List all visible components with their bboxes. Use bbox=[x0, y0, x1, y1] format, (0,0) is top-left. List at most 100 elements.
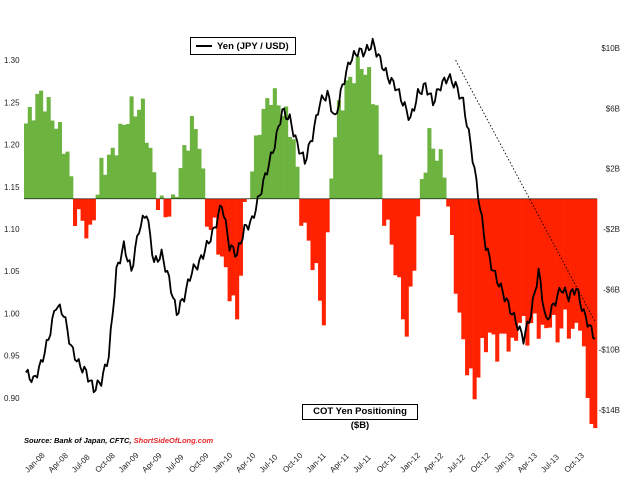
cot-bar bbox=[171, 194, 176, 199]
cot-bar bbox=[114, 155, 119, 199]
cot-bar bbox=[566, 198, 571, 339]
x-tick-label: Oct-11 bbox=[375, 451, 398, 474]
cot-bar bbox=[498, 198, 504, 334]
cot-bar bbox=[589, 198, 594, 424]
cot-bar bbox=[129, 96, 134, 199]
cot-bar bbox=[544, 198, 549, 329]
cot-bar bbox=[155, 198, 161, 211]
right-tick-label: -$6B bbox=[603, 285, 620, 294]
cot-bar bbox=[57, 121, 62, 199]
cot-bar bbox=[287, 136, 292, 199]
cot-bar bbox=[125, 124, 130, 199]
x-tick-label: Jan-11 bbox=[305, 451, 329, 475]
x-tick-label: Jul-13 bbox=[539, 452, 561, 474]
cot-bar bbox=[593, 198, 598, 429]
x-tick-label: Apr-08 bbox=[47, 451, 71, 475]
cot-bar bbox=[257, 134, 262, 199]
cot-bar bbox=[106, 154, 111, 199]
x-tick-label: Apr-09 bbox=[140, 451, 164, 475]
cot-bar bbox=[374, 105, 379, 199]
cot-bar bbox=[167, 198, 172, 217]
source-note: Source: Bank of Japan, CFTC, ShortSideOf… bbox=[24, 436, 213, 445]
x-axis-ticks: Jan-08 Apr-08 Jul-08 Oct-08 Jan-09 Apr-09 Jul-… bbox=[23, 450, 586, 474]
cot-bar bbox=[220, 198, 225, 257]
cot-bar bbox=[80, 198, 85, 221]
yen-legend: Yen (JPY / USD) bbox=[190, 37, 296, 55]
cot-bar bbox=[223, 198, 228, 268]
cot-bar bbox=[174, 196, 179, 199]
cot-bar bbox=[547, 198, 553, 328]
cot-bar bbox=[110, 147, 115, 199]
cot-bar bbox=[24, 123, 29, 199]
cot-bar bbox=[133, 116, 138, 199]
x-tick-label: Oct-13 bbox=[563, 451, 587, 475]
cot-bar bbox=[103, 174, 108, 199]
cot-bar bbox=[95, 194, 100, 199]
cot-bar bbox=[555, 198, 560, 343]
cot-bar bbox=[419, 179, 424, 199]
x-tick-label: Oct-08 bbox=[93, 451, 117, 475]
cot-bar bbox=[465, 198, 470, 376]
cot-bar bbox=[382, 198, 387, 226]
cot-bar bbox=[431, 148, 436, 199]
x-tick-label: Jan-10 bbox=[211, 450, 235, 474]
cot-bar bbox=[570, 198, 575, 329]
cot-bar bbox=[302, 198, 308, 223]
cot-bar bbox=[186, 150, 191, 199]
x-tick-label: Jan-12 bbox=[398, 450, 422, 474]
left-tick-label: 0.90 bbox=[4, 394, 20, 403]
cot-bar bbox=[446, 198, 451, 207]
cot-bar bbox=[578, 198, 583, 331]
cot-bar bbox=[148, 147, 153, 199]
cot-bar bbox=[397, 198, 402, 278]
x-tick-label: Oct-12 bbox=[469, 451, 493, 475]
cot-bar bbox=[480, 198, 485, 338]
x-tick-label: Jul-09 bbox=[164, 452, 186, 474]
yen-line-series bbox=[25, 37, 596, 394]
cot-bar bbox=[333, 137, 338, 199]
cot-bar bbox=[532, 198, 537, 314]
cot-bar bbox=[438, 149, 443, 199]
cot-bar bbox=[314, 198, 319, 264]
cot-bar bbox=[442, 177, 447, 199]
left-tick-label: 1.00 bbox=[4, 309, 20, 318]
cot-bar bbox=[476, 198, 481, 378]
cot-bar bbox=[42, 111, 47, 199]
cot-bar bbox=[163, 198, 168, 218]
cot-bar bbox=[27, 106, 32, 199]
cot-bar bbox=[253, 135, 259, 199]
x-tick-label: Apr-13 bbox=[516, 451, 540, 475]
left-tick-label: 1.05 bbox=[4, 267, 20, 276]
right-tick-label: $6B bbox=[606, 104, 620, 113]
cot-bar bbox=[76, 198, 81, 210]
cot-bar bbox=[201, 168, 206, 199]
cot-bar bbox=[216, 198, 221, 255]
source-prefix: Source: Bank of Japan, CFTC, bbox=[24, 436, 134, 445]
right-tick-label: -$14B bbox=[599, 406, 620, 415]
cot-bar bbox=[423, 172, 428, 199]
cot-bar bbox=[506, 198, 511, 352]
cot-bar bbox=[457, 198, 462, 313]
left-tick-label: 1.10 bbox=[4, 225, 20, 234]
cot-label: COT Yen Positioning ($B) bbox=[302, 404, 418, 431]
cot-bar bbox=[427, 128, 432, 199]
cot-bar bbox=[152, 172, 157, 199]
x-tick-label: Jul-12 bbox=[445, 452, 467, 474]
cot-bar bbox=[39, 90, 44, 199]
cot-bar bbox=[73, 198, 78, 226]
cot-bar bbox=[284, 106, 289, 199]
cot-bar bbox=[393, 198, 398, 276]
cot-bar bbox=[404, 198, 409, 337]
cot-bar bbox=[378, 154, 383, 199]
left-tick-label: 1.15 bbox=[4, 183, 20, 192]
left-axis-ticks: 0.90 0.95 1.00 1.05 1.10 1.15 1.20 1.25 1.30 bbox=[4, 56, 20, 403]
x-tick-label: Apr-11 bbox=[328, 451, 351, 474]
cot-bar bbox=[491, 198, 496, 335]
cot-bar bbox=[510, 198, 515, 338]
x-tick-label: Jul-08 bbox=[70, 452, 92, 474]
cot-bar bbox=[351, 83, 357, 199]
cot-bar bbox=[99, 157, 104, 199]
cot-bar bbox=[291, 139, 296, 199]
cot-bar bbox=[502, 198, 507, 334]
x-tick-label: Jan-09 bbox=[117, 450, 141, 474]
